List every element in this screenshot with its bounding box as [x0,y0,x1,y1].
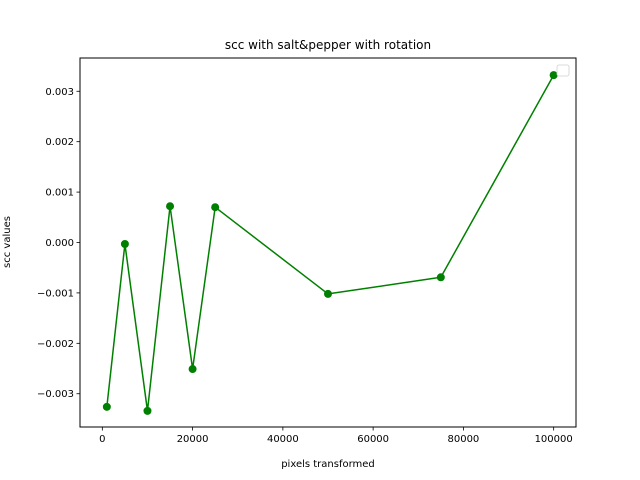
y-tick-label: 0.001 [45,188,74,199]
data-point [120,240,129,249]
x-tick-label: 60000 [357,434,389,445]
data-point [211,203,220,212]
chart-title: scc with salt&pepper with rotation [225,38,431,52]
data-point [324,289,332,298]
data-point [436,273,445,282]
x-tick-label: 100000 [535,434,573,445]
y-tick-label: −0.002 [37,339,74,350]
x-tick-label: 80000 [447,434,479,445]
y-tick-label: −0.003 [37,389,74,400]
axes-frame [79,57,577,428]
y-tick-label: 0.003 [45,87,74,98]
y-tick-label: 0.000 [45,238,74,249]
x-tick-label: 0 [99,434,105,445]
data-point [102,402,111,411]
y-axis: −0.003 −0.002 −0.001 0.000 0.001 0.002 0.003 [37,87,80,400]
y-axis-label: scc values [2,216,13,268]
data-point [143,406,152,415]
plot-area [79,57,577,428]
x-tick-label: 40000 [267,434,299,445]
data-point [549,71,558,80]
data-point [166,202,175,211]
x-tick-label: 20000 [177,434,209,445]
y-tick-label: 0.002 [45,137,74,148]
x-axis: 0 20000 40000 60000 80000 100000 [99,427,573,445]
series-layer [102,71,558,415]
legend-box [556,64,570,77]
data-point [188,365,197,374]
x-axis-label: pixels transformed [281,459,375,470]
y-tick-label: −0.001 [37,288,74,299]
